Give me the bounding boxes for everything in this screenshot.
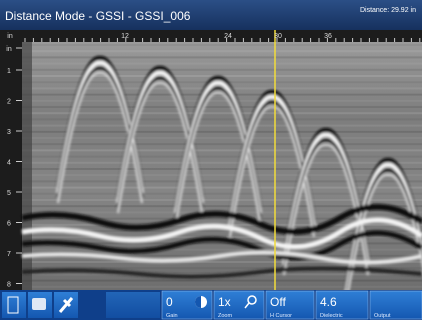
stripe [22, 125, 422, 127]
stripe [22, 187, 422, 189]
ruler-label: in [7, 33, 13, 40]
stripe [22, 112, 422, 114]
stripe [22, 162, 422, 164]
ruler-label: 12 [121, 33, 129, 40]
stripe [22, 50, 422, 52]
distance-readout: Distance: 29.92 in [360, 7, 416, 14]
toolbar-button[interactable]: Output [370, 291, 422, 319]
battery-icon[interactable] [2, 292, 26, 318]
stripe [22, 100, 422, 102]
button-label: Output [374, 313, 391, 319]
ruler-label: 30 [274, 33, 282, 40]
stripe [22, 149, 422, 151]
title: Distance Mode - GSSI - GSSI_006 [5, 9, 191, 23]
ruler-label: 7 [7, 251, 11, 258]
stripe [22, 174, 422, 176]
button-label: Gain [166, 313, 178, 319]
ruler-label: 24 [224, 33, 232, 40]
app-window: Distance Mode - GSSI - GSSI_006 Distance… [0, 0, 422, 320]
button-value: 0 [166, 295, 173, 309]
ruler-label: in [6, 46, 12, 53]
toolbar-button[interactable]: Off H Cursor [266, 291, 314, 319]
stripe [22, 249, 422, 251]
stripe [22, 56, 422, 58]
stripe [22, 106, 422, 108]
stripe [22, 180, 422, 182]
button-label: H Cursor [270, 313, 292, 319]
toolbar-button[interactable]: 1x Zoom [214, 291, 264, 319]
ruler-label: 36 [324, 33, 332, 40]
stripe [22, 280, 422, 282]
stripe [22, 63, 422, 65]
stripe [22, 131, 422, 133]
stripe [22, 199, 422, 201]
button-label: Zoom [218, 313, 232, 319]
horizontal-ruler [0, 30, 422, 42]
button-value: Off [270, 295, 286, 309]
ruler-label: 3 [7, 129, 11, 136]
ruler-label: 5 [7, 190, 11, 197]
radargram [22, 30, 422, 305]
button-label: Dielectric [320, 313, 343, 319]
button-value: 1x [218, 295, 231, 309]
stripe [22, 137, 422, 139]
stripe [22, 286, 422, 288]
ruler-label: 1 [7, 68, 11, 75]
ruler-label: 2 [7, 99, 11, 106]
stripe [22, 143, 422, 145]
stripe [22, 44, 422, 46]
stripe [22, 193, 422, 195]
ruler-label: 4 [7, 160, 11, 167]
stripe [22, 168, 422, 170]
stripe [22, 118, 422, 120]
stripe [22, 69, 422, 71]
stripe [22, 156, 422, 158]
ruler-label: 8 [7, 282, 11, 289]
button-value: 4.6 [320, 295, 337, 309]
toolbar-button[interactable]: 4.6 Dielectric [316, 291, 368, 319]
ruler-label: 6 [7, 221, 11, 228]
